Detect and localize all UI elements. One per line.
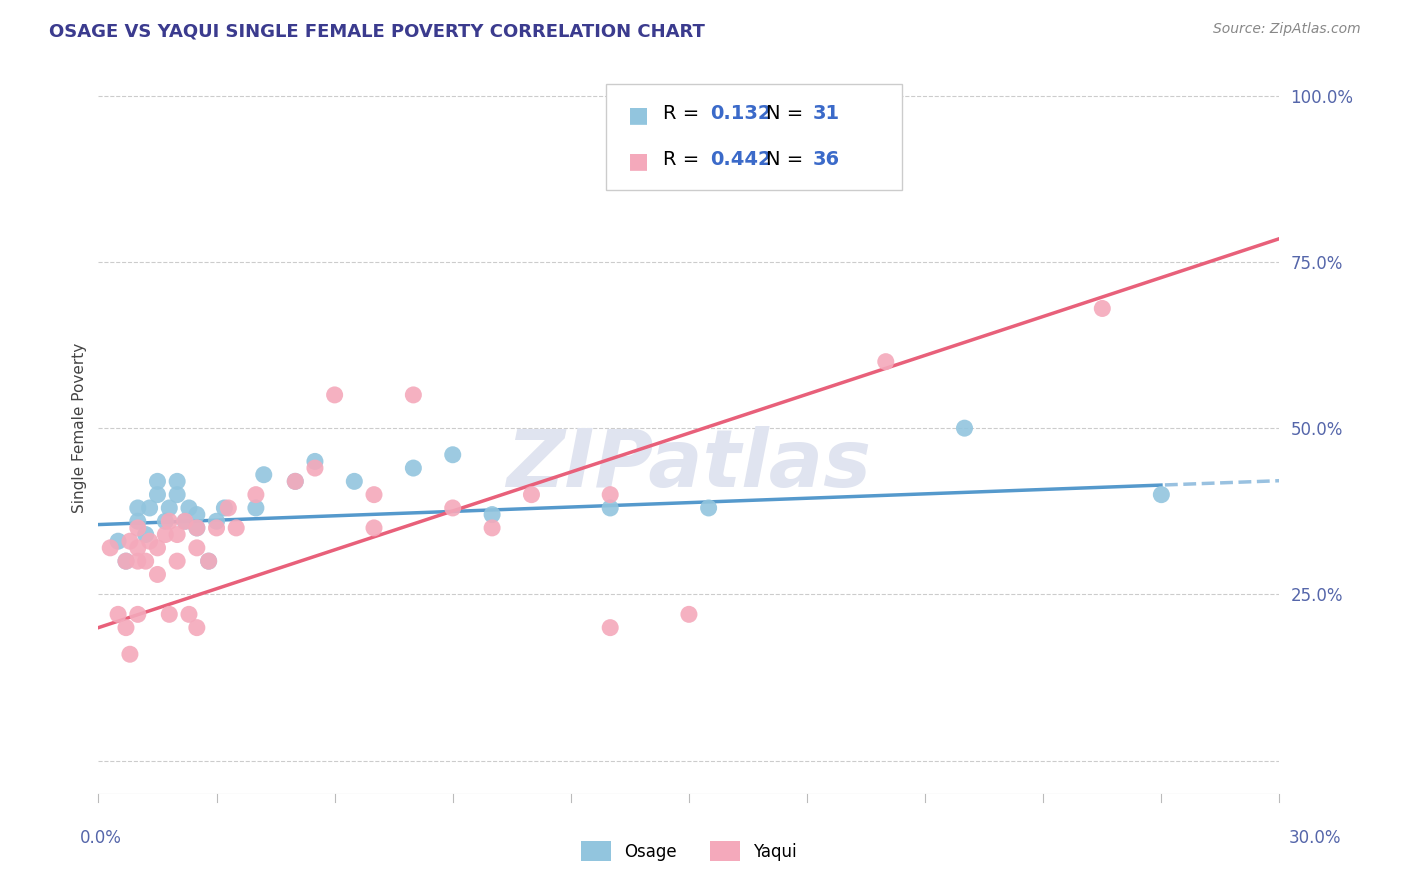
Point xyxy=(127,554,149,568)
Text: 0.132: 0.132 xyxy=(710,104,772,123)
Point xyxy=(363,488,385,502)
Point xyxy=(599,488,621,502)
Point xyxy=(177,500,200,515)
Text: R =: R = xyxy=(664,150,706,169)
Point xyxy=(481,521,503,535)
Text: ■: ■ xyxy=(627,105,648,125)
Point xyxy=(875,354,897,368)
Point xyxy=(157,607,180,622)
Point xyxy=(157,514,180,528)
Point xyxy=(284,475,307,489)
Point xyxy=(186,541,208,555)
Point xyxy=(697,500,720,515)
Point xyxy=(118,534,141,549)
Text: 36: 36 xyxy=(813,150,839,169)
Point xyxy=(157,500,180,515)
Text: Source: ZipAtlas.com: Source: ZipAtlas.com xyxy=(1213,22,1361,37)
Point xyxy=(146,541,169,555)
Point xyxy=(138,534,160,549)
Text: R =: R = xyxy=(664,104,706,123)
Point xyxy=(225,521,247,535)
Point xyxy=(115,621,138,635)
Point xyxy=(135,527,157,541)
Point xyxy=(127,541,149,555)
Point xyxy=(678,607,700,622)
Point xyxy=(402,461,425,475)
Text: OSAGE VS YAQUI SINGLE FEMALE POVERTY CORRELATION CHART: OSAGE VS YAQUI SINGLE FEMALE POVERTY COR… xyxy=(49,22,704,40)
Point xyxy=(166,554,188,568)
Point xyxy=(697,109,720,123)
Point xyxy=(953,421,976,435)
Point xyxy=(146,488,169,502)
Point xyxy=(127,514,149,528)
Point xyxy=(599,500,621,515)
Point xyxy=(115,554,138,568)
Point xyxy=(186,508,208,522)
Point xyxy=(186,521,208,535)
Point xyxy=(127,521,149,535)
Point xyxy=(441,448,464,462)
Text: 0.442: 0.442 xyxy=(710,150,772,169)
Point xyxy=(186,621,208,635)
Point xyxy=(284,475,307,489)
Point xyxy=(441,500,464,515)
Point xyxy=(166,488,188,502)
Point xyxy=(166,527,188,541)
Point xyxy=(177,607,200,622)
Legend: Osage, Yaqui: Osage, Yaqui xyxy=(572,832,806,870)
Point xyxy=(155,527,177,541)
Point xyxy=(214,500,236,515)
Point xyxy=(135,554,157,568)
Point xyxy=(186,521,208,535)
Point xyxy=(520,488,543,502)
Point xyxy=(599,621,621,635)
Point xyxy=(323,388,346,402)
Text: ZIPatlas: ZIPatlas xyxy=(506,425,872,504)
Point xyxy=(107,607,129,622)
Point xyxy=(481,508,503,522)
Point xyxy=(304,454,326,468)
Point xyxy=(304,461,326,475)
Point xyxy=(138,500,160,515)
Point xyxy=(343,475,366,489)
Point xyxy=(253,467,276,482)
Point xyxy=(1091,301,1114,316)
Point xyxy=(205,521,228,535)
Point xyxy=(245,500,267,515)
Point xyxy=(107,534,129,549)
Point xyxy=(197,554,219,568)
Text: 0.0%: 0.0% xyxy=(80,829,122,847)
Point xyxy=(146,475,169,489)
Point xyxy=(174,514,197,528)
Point xyxy=(363,521,385,535)
Text: 31: 31 xyxy=(813,104,839,123)
Text: ■: ■ xyxy=(627,151,648,171)
Point xyxy=(205,514,228,528)
Point xyxy=(98,541,121,555)
Point xyxy=(127,500,149,515)
Point xyxy=(115,554,138,568)
Point xyxy=(245,488,267,502)
Y-axis label: Single Female Poverty: Single Female Poverty xyxy=(72,343,87,513)
Point xyxy=(155,514,177,528)
Point xyxy=(174,514,197,528)
Point xyxy=(197,554,219,568)
Point xyxy=(166,475,188,489)
Point xyxy=(217,500,239,515)
FancyBboxPatch shape xyxy=(606,85,901,191)
Point xyxy=(402,388,425,402)
Point xyxy=(127,607,149,622)
Point xyxy=(146,567,169,582)
Text: N =: N = xyxy=(766,150,810,169)
Text: 30.0%: 30.0% xyxy=(1288,829,1341,847)
Point xyxy=(118,647,141,661)
Text: N =: N = xyxy=(766,104,810,123)
Point xyxy=(1150,488,1173,502)
